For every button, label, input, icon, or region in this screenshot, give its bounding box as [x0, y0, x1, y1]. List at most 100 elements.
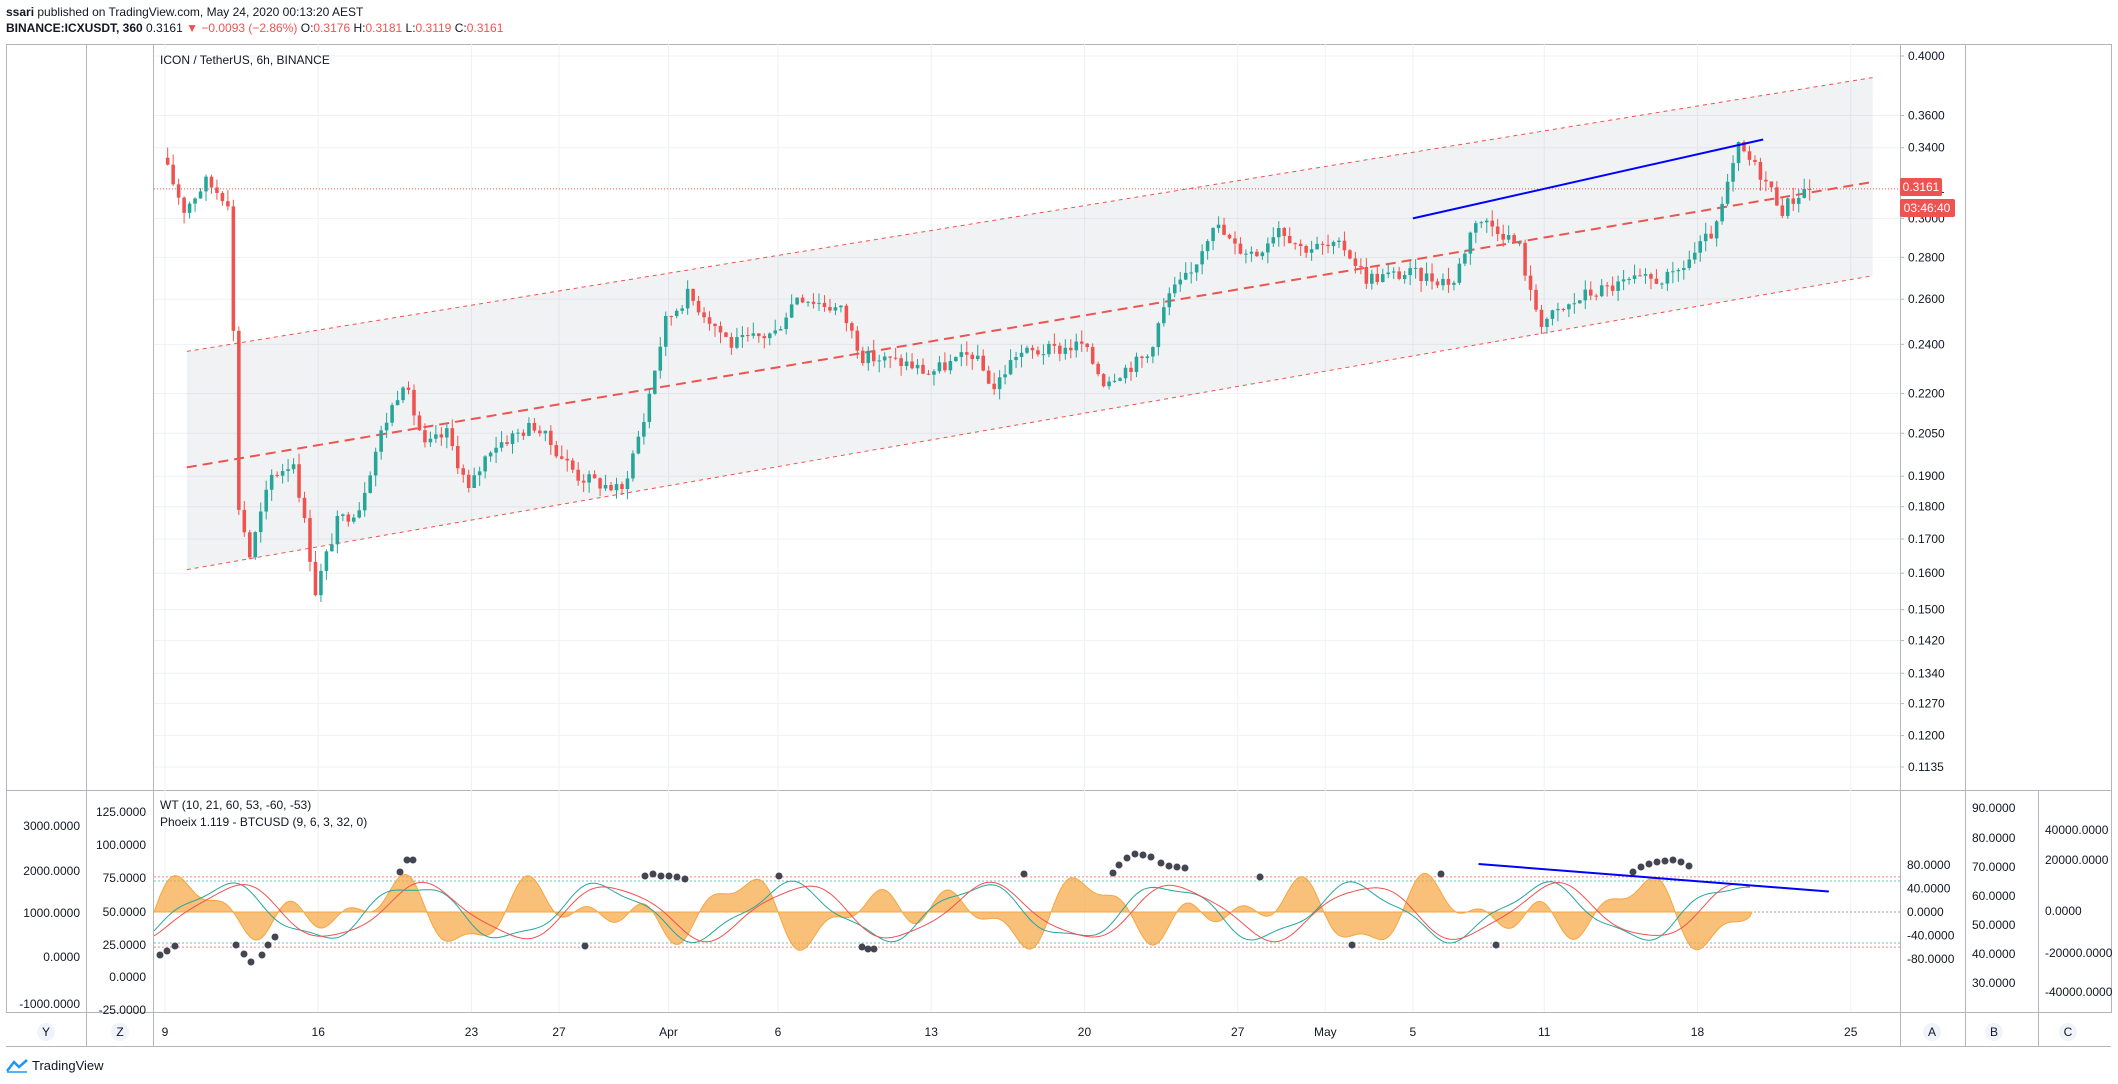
- candle-body: [516, 432, 520, 434]
- x-tick-label: 27: [552, 1025, 566, 1039]
- candle-body: [729, 336, 734, 348]
- osc-dot: [156, 951, 164, 959]
- candle-body: [379, 430, 383, 452]
- candle-body: [275, 474, 279, 476]
- osc-left-axis2-label: 75.0000: [103, 871, 147, 885]
- candle-body: [499, 442, 504, 448]
- osc-dot: [1123, 854, 1131, 862]
- candle-body: [1140, 356, 1144, 359]
- candle-body: [477, 471, 482, 476]
- y-tick-label: 0.1420: [1908, 634, 1945, 648]
- osc-dot: [1348, 941, 1356, 949]
- candle-body: [1386, 272, 1391, 275]
- scale-a-button[interactable]: [1923, 1023, 1941, 1041]
- candle-body: [642, 421, 646, 437]
- y-tick-label: 0.1800: [1908, 500, 1945, 514]
- candle-body: [1233, 238, 1237, 244]
- osc-dot: [1115, 861, 1123, 869]
- osc-right-axis3-label: -40000.0000: [2045, 985, 2113, 999]
- osc-dot: [171, 942, 179, 950]
- candle-body: [237, 330, 241, 510]
- author-name[interactable]: ssari: [6, 5, 35, 19]
- candle-body: [1802, 188, 1806, 198]
- candle-body: [1780, 205, 1785, 216]
- candle-body: [461, 468, 466, 475]
- scale-z-button[interactable]: [111, 1023, 129, 1041]
- candle-body: [735, 337, 739, 348]
- osc-dot: [665, 872, 673, 880]
- scale-y-button[interactable]: [37, 1023, 55, 1041]
- x-tick-label: 5: [1410, 1025, 1417, 1039]
- x-tick-label: 16: [312, 1025, 326, 1039]
- candle-body: [904, 361, 909, 367]
- osc-trendline: [1478, 863, 1829, 893]
- y-tick-label: 0.3600: [1908, 108, 1945, 122]
- candle-body: [1380, 274, 1385, 283]
- osc-right-axis2-label: 80.0000: [1972, 831, 2016, 845]
- scale-c-button[interactable]: [2059, 1023, 2077, 1041]
- candle-body: [1725, 181, 1730, 204]
- candle-body: [1123, 367, 1128, 379]
- candle-body: [937, 362, 942, 372]
- osc-dot: [1157, 859, 1165, 867]
- candle-body: [1156, 323, 1161, 348]
- candle-body: [1107, 381, 1111, 387]
- osc-left-axis1-label: 3000.0000: [23, 819, 80, 833]
- candle-body: [445, 428, 449, 438]
- candle-body: [1474, 223, 1478, 233]
- candle-body: [297, 464, 301, 498]
- osc-dot: [271, 933, 279, 941]
- candle-body: [1490, 220, 1495, 227]
- main-overlay: [154, 138, 1900, 220]
- tradingview-logo[interactable]: TradingView: [6, 1058, 104, 1073]
- candle-body: [784, 317, 788, 330]
- osc-dot: [1109, 869, 1117, 877]
- candle-body: [1167, 293, 1172, 308]
- candle-body: [450, 428, 455, 447]
- osc-dot: [1661, 857, 1669, 865]
- candle-body: [1025, 347, 1029, 353]
- candle-body: [603, 485, 608, 489]
- candle-body: [943, 362, 947, 371]
- candle-body: [680, 308, 684, 311]
- osc-left-axis2-label: 100.0000: [96, 838, 146, 852]
- candle-body: [1567, 304, 1571, 310]
- candle-body: [844, 305, 849, 324]
- candle-body: [1556, 308, 1560, 311]
- candle-body: [625, 478, 630, 490]
- candle-body: [455, 446, 460, 469]
- candle-body: [171, 164, 175, 185]
- candle-body: [855, 330, 860, 351]
- candle-body: [1709, 233, 1713, 239]
- candle-body: [362, 492, 367, 511]
- candle-body: [1375, 273, 1380, 283]
- y-tick-label: 0.3400: [1908, 141, 1945, 155]
- scale-b-button[interactable]: [1985, 1023, 2003, 1041]
- candle-body: [1047, 343, 1051, 355]
- candles: [165, 140, 1812, 603]
- candle-body: [970, 354, 975, 360]
- osc-dot: [1147, 853, 1155, 861]
- candle-body: [1605, 285, 1609, 287]
- candle-body: [1517, 242, 1522, 244]
- candle-body: [1211, 228, 1215, 242]
- osc-left-axis2-label: 50.0000: [103, 905, 147, 919]
- wt-green-line: [153, 880, 1751, 944]
- candle-body: [570, 460, 575, 470]
- osc-left-axis1-label: 0.0000: [43, 950, 80, 964]
- osc-dot: [681, 875, 689, 883]
- candle-body: [696, 300, 701, 313]
- candle-body: [1293, 243, 1297, 245]
- candle-body: [351, 517, 356, 522]
- candle-body: [609, 485, 613, 491]
- osc-wave-area: [153, 872, 1753, 951]
- candle-body: [817, 302, 821, 304]
- candle-body: [505, 442, 509, 445]
- osc-dot: [657, 872, 665, 880]
- osc-right-axis3-label: 20000.0000: [2045, 853, 2109, 867]
- candle-body: [439, 434, 444, 438]
- candle-body: [986, 370, 991, 384]
- candle-body: [554, 445, 559, 457]
- candle-body: [335, 516, 340, 545]
